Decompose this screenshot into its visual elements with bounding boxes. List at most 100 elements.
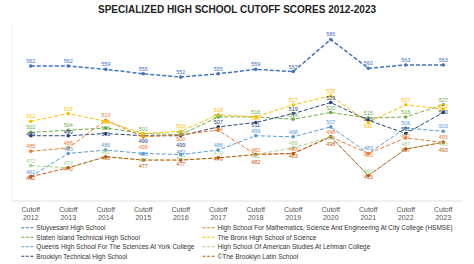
x-tick-label-line: Cutoff (209, 206, 228, 213)
data-label: 506 (401, 120, 410, 126)
data-label: 483 (289, 153, 298, 159)
data-label: 500 (176, 130, 185, 136)
data-label: 480 (101, 149, 110, 155)
series-marker (404, 103, 408, 107)
data-label: 493 (439, 134, 448, 140)
data-label: 463 (364, 174, 373, 180)
legend-item: ©The Brooklyn Latin School (202, 253, 298, 261)
x-tick-label-line: Cutoff (96, 206, 115, 213)
data-label: 520 (439, 109, 448, 115)
x-tick-label-line: 2013 (60, 214, 76, 221)
data-label: 499 (64, 129, 73, 135)
x-tick-label-line: Cutoff (434, 206, 453, 213)
data-label: 514 (289, 112, 298, 118)
legend-item: Stuyvesant High School (21, 224, 106, 232)
data-label: 518 (214, 107, 223, 113)
legend-swatch (202, 237, 214, 238)
data-label: 488 (289, 140, 298, 146)
series-line (31, 96, 444, 134)
data-label: 498 (326, 141, 335, 147)
data-label: 513 (101, 112, 110, 118)
data-label: 535 (326, 88, 335, 94)
data-label: 477 (139, 163, 148, 169)
x-tick-label: Cutoff2023 (434, 206, 453, 221)
data-label: 486 (101, 142, 110, 148)
data-label: 516 (251, 109, 260, 115)
data-label: 555 (139, 66, 148, 72)
x-tick-label-line: Cutoff (284, 206, 303, 213)
x-tick-label: Cutoff2014 (96, 206, 115, 221)
x-tick-label-line: Cutoff (321, 206, 340, 213)
x-tick-label-line: 2022 (398, 214, 414, 221)
data-label: 555 (214, 66, 223, 72)
data-label: 462 (26, 175, 35, 181)
legend: Stuyvesant High School Staten Island Tech… (21, 224, 452, 261)
x-tick-label-line: Cutoff (59, 206, 78, 213)
data-label: 523 (439, 103, 448, 109)
data-label: 512 (26, 113, 35, 119)
data-label: 501 (139, 132, 148, 138)
x-tick-label: Cutoff2016 (171, 206, 190, 221)
data-label: 477 (176, 161, 185, 167)
data-label: 563 (439, 57, 448, 63)
data-label: 498 (289, 129, 298, 135)
series-marker (66, 64, 70, 68)
data-label: 520 (326, 105, 335, 111)
legend-swatch (202, 227, 214, 228)
data-label: 477 (176, 155, 185, 161)
legend-label: High School Of American Studies At Lehma… (217, 243, 370, 251)
data-label: 502 (26, 124, 35, 130)
legend-label: Queens High School For The Sciences At Y… (36, 243, 195, 251)
legend-item: High School For Mathematics, Science And… (202, 224, 452, 232)
data-label: 515 (364, 110, 373, 116)
x-tick-label-line: 2021 (360, 214, 376, 221)
legend-label: Staten Island Technical High School (36, 234, 140, 242)
series-marker (329, 111, 333, 115)
legend-swatch (202, 246, 214, 247)
series-line (31, 120, 444, 154)
series-marker (29, 64, 33, 68)
data-label: 501 (139, 126, 148, 132)
data-label: 480 (101, 155, 110, 161)
x-tick-label: Cutoff2017 (209, 206, 228, 221)
x-tick-label: Cutoff2021 (359, 206, 378, 221)
data-label: 477 (139, 157, 148, 163)
data-label: 501 (101, 131, 110, 137)
x-tick-label: Cutoff2012 (21, 206, 40, 221)
data-label: 503 (439, 123, 448, 129)
series-marker (254, 134, 258, 138)
data-label: 503 (176, 123, 185, 129)
legend-label: Brooklyn Technical High School (36, 253, 127, 261)
data-label: 487 (401, 147, 410, 153)
data-label: 507 (326, 119, 335, 125)
x-tick-label-line: Cutoff (359, 206, 378, 213)
series-marker (329, 38, 333, 42)
legend-swatch (202, 256, 214, 257)
data-label: 552 (176, 69, 185, 75)
data-label: 516 (251, 115, 260, 121)
data-label: 557 (289, 64, 298, 70)
legend-swatch (21, 246, 33, 247)
series-marker (441, 63, 445, 67)
data-label: 482 (176, 149, 185, 155)
data-label: 527 (401, 97, 410, 103)
series-marker (179, 75, 183, 79)
data-label: 501 (401, 126, 410, 132)
x-tick-label-line: Cutoff (171, 206, 190, 213)
series-line (31, 137, 444, 176)
data-label: 479 (214, 156, 223, 162)
data-label: 479 (214, 150, 223, 156)
x-tick-label-line: 2015 (135, 214, 151, 221)
data-label: 482 (251, 153, 260, 159)
series-marker (29, 120, 33, 124)
data-label: 527 (289, 97, 298, 103)
x-tick-label-line: 2014 (98, 214, 114, 221)
legend-item: High School Of American Studies At Lehma… (202, 243, 370, 251)
x-tick-label: Cutoff2020 (321, 206, 340, 221)
x-tick-label: Cutoff2015 (134, 206, 153, 221)
data-label: 504 (64, 122, 73, 128)
x-tick-label-line: 2017 (210, 214, 226, 221)
x-tick-label: Cutoff2013 (59, 206, 78, 221)
data-label: 470 (64, 166, 73, 172)
legend-item: Staten Island Technical High School (21, 234, 140, 242)
